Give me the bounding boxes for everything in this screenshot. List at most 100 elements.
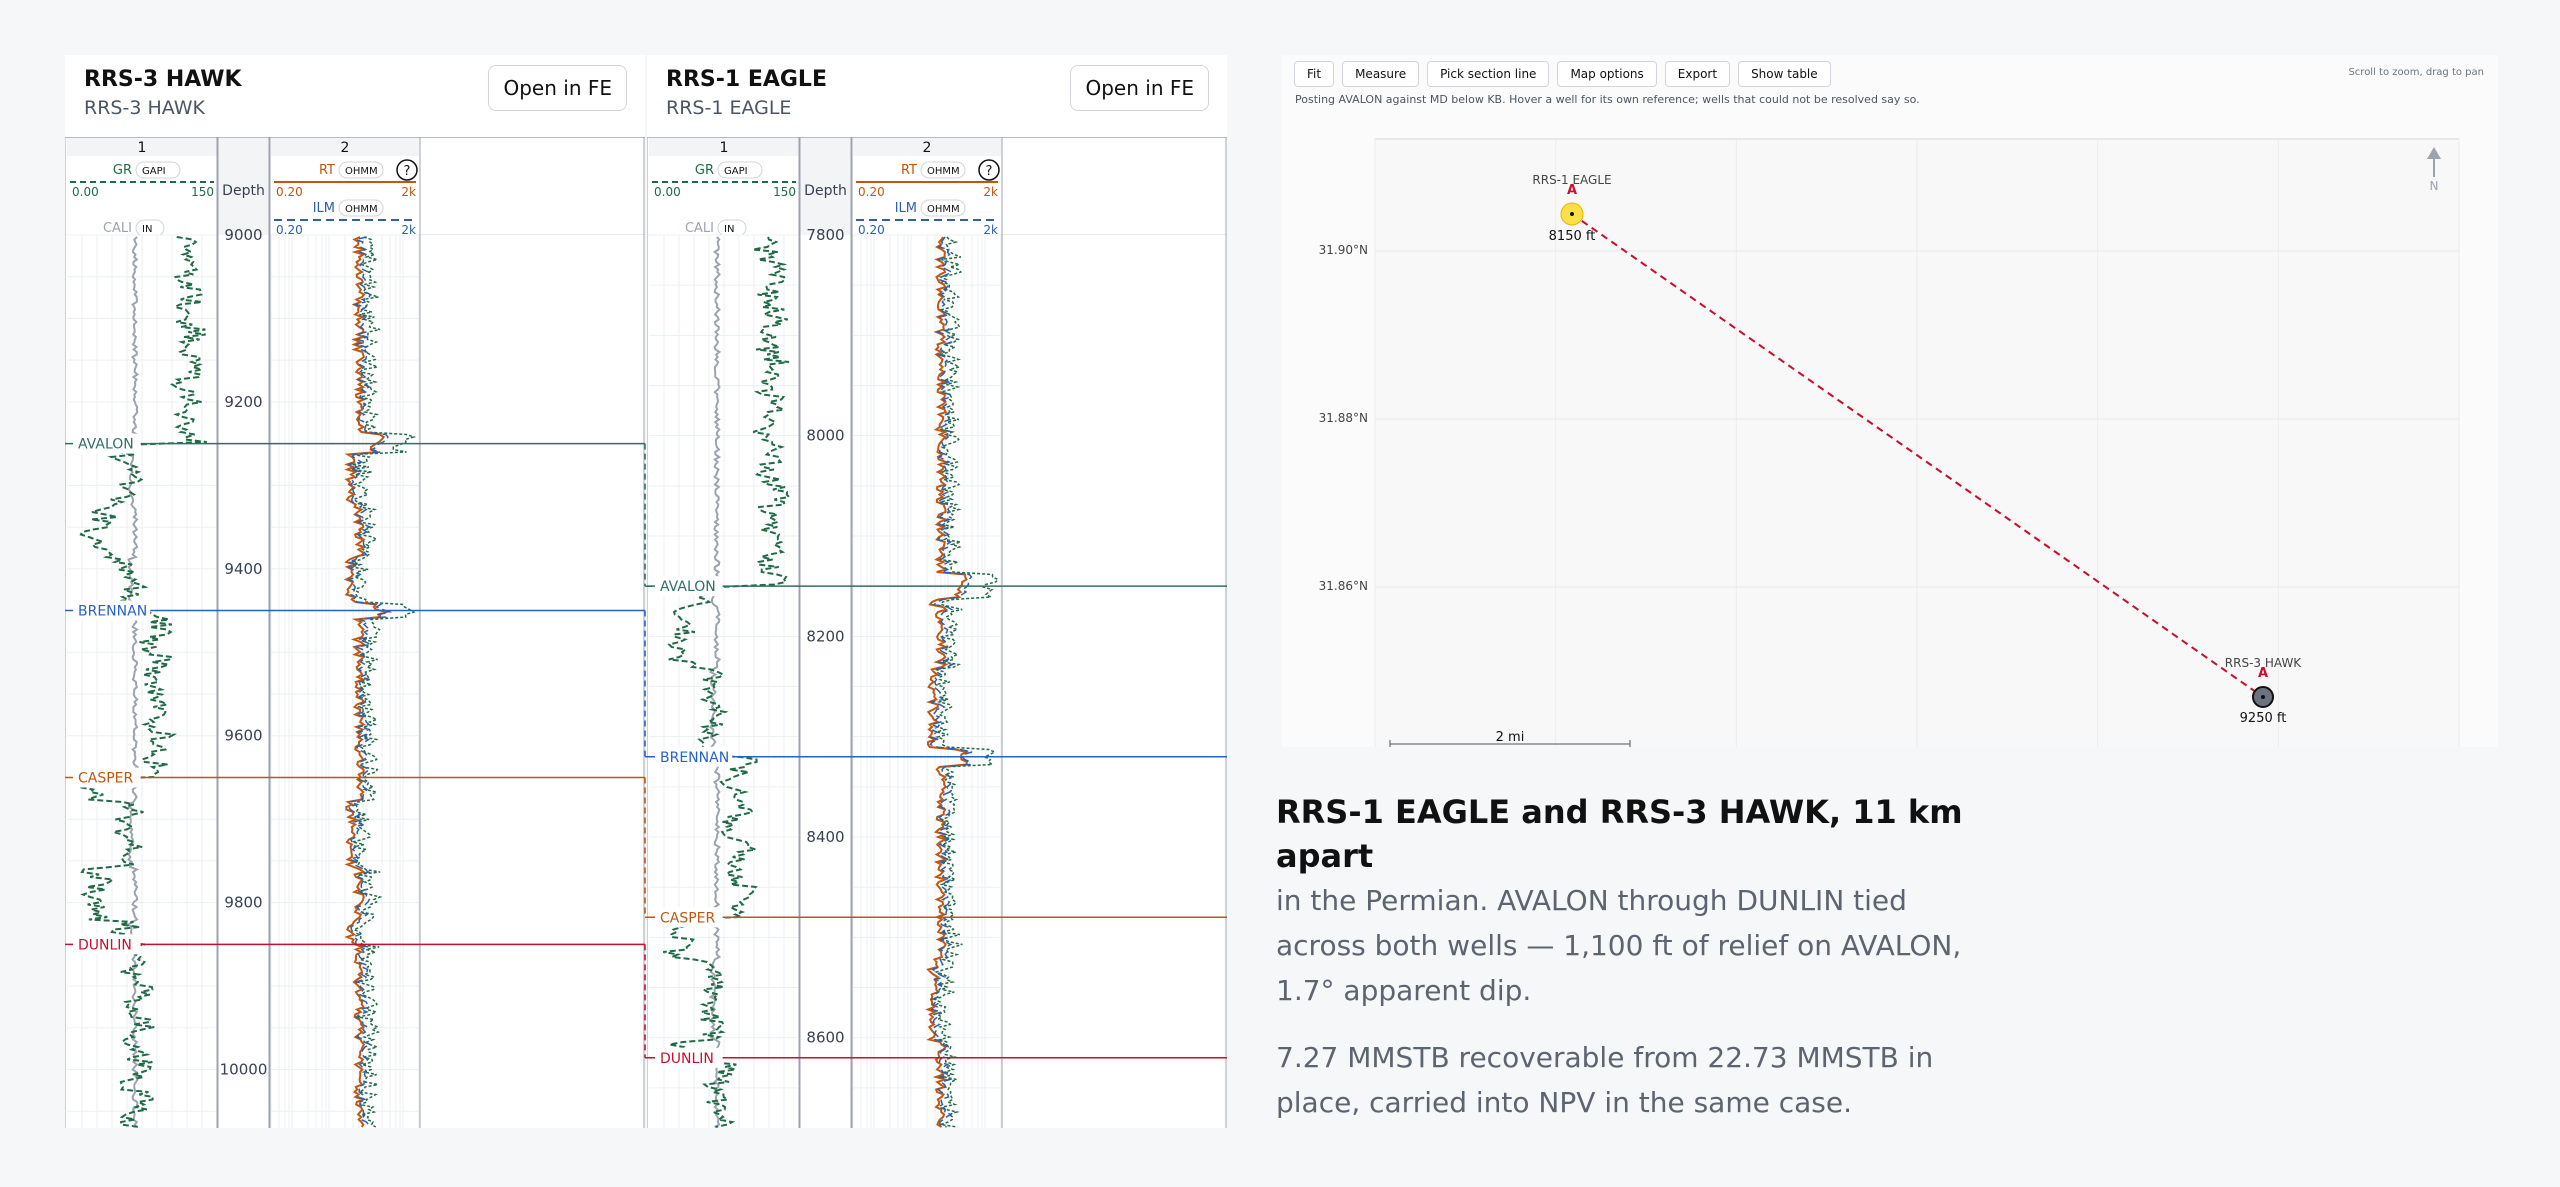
log-tracks: 12DepthGRGAPI0.00150CALIIN6.0016.0RTOHMM… <box>647 137 1227 1128</box>
open-in-fe-button[interactable]: Open in FE <box>488 65 627 111</box>
track-grid <box>649 234 1002 1128</box>
rt-curve <box>343 236 391 1128</box>
well-title: RRS-1 EAGLE <box>666 67 827 92</box>
track-number-bg <box>853 138 1001 156</box>
curve-unit: IN <box>142 224 152 235</box>
well-name-label: RRS-1 EAGLE <box>1532 173 1611 187</box>
unit-badge <box>920 161 966 179</box>
ilm-curve <box>929 236 973 1128</box>
scale-max: 2k <box>983 185 998 199</box>
track-number: 1 <box>138 140 147 156</box>
summary-headline: RRS-1 EAGLE and RRS-3 HAWK, 11 km apart <box>1276 793 1963 875</box>
well-panel-eagle: RRS-1 EAGLE RRS-1 EAGLE Open in FE 1 2 Dep… <box>647 55 1227 1128</box>
map-options-button[interactable]: Map options <box>1557 61 1657 87</box>
msfl-curve <box>932 236 1000 1128</box>
scale-max: 2k <box>983 223 998 237</box>
depth-header-label: Depth <box>804 183 847 199</box>
map-hint: Scroll to zoom, drag to pan <box>2348 67 2484 78</box>
fit-button[interactable]: Fit <box>1294 61 1335 87</box>
open-in-fe-button[interactable]: Open in FE <box>1070 65 1209 111</box>
formation-label-bg <box>655 907 723 928</box>
curve-name: RT <box>901 163 917 178</box>
depth-header-bg <box>218 138 269 235</box>
gr-curve <box>78 236 207 1128</box>
measure-button[interactable]: Measure <box>1342 61 1420 87</box>
help-icon-glyph: ? <box>404 164 411 179</box>
scale-bar <box>1389 740 1631 747</box>
curve-name: CALI <box>685 221 714 236</box>
map-panel: Fit Measure Pick section line Map option… <box>1282 55 2498 747</box>
help-icon-glyph: ? <box>986 164 993 179</box>
log-tracks-svg[interactable]: 12DepthGRGAPI0.00150CALIIN6.0016.0RTOHMM… <box>647 137 1227 1128</box>
summary-body: in the Permian. AVALON through DUNLIN ti… <box>1276 884 1962 1007</box>
ilm-curve <box>346 236 393 1128</box>
north-arrow-icon <box>2427 147 2441 177</box>
formation-label: AVALON <box>660 579 716 595</box>
well-subtitle: RRS-3 HAWK <box>84 97 205 119</box>
gr-curve <box>657 236 791 1128</box>
map-canvas[interactable]: 31.90°N 31.88°N 31.86°N N RRS-1 EAGLE A … <box>1282 55 2498 747</box>
scale-max: 150 <box>773 185 796 199</box>
map-toolbar: Fit Measure Pick section line Map option… <box>1294 61 1831 87</box>
curve-unit: OHMM <box>927 204 960 215</box>
scale-min: 0.20 <box>858 223 885 237</box>
log-tracks-svg[interactable]: 12DepthGRGAPI0.00150CALIIN6.0016.0RTOHMM… <box>65 137 645 1128</box>
depth-tick: 9600 <box>224 727 262 745</box>
curve-unit: OHMM <box>927 166 960 177</box>
depth-tick: 7800 <box>806 226 844 244</box>
log-tracks: 12DepthGRGAPI0.00150CALIIN6.0016.0RTOHMM… <box>65 137 645 1128</box>
section-marker: A <box>2258 666 2268 681</box>
pick-section-line-button[interactable]: Pick section line <box>1427 61 1550 87</box>
well-panel-hawk: RRS-3 HAWK RRS-3 HAWK Open in FE 1 2 Depth… <box>65 55 645 1128</box>
depth-tick: 9000 <box>224 226 262 244</box>
curve-name: GR <box>695 163 714 178</box>
curve-name: RT <box>319 163 335 178</box>
track-number: 1 <box>720 140 729 156</box>
track-number-bg <box>67 138 217 156</box>
scale-min: 0.00 <box>654 185 681 199</box>
formation-label-bg <box>655 1047 723 1068</box>
formation-label: AVALON <box>78 437 134 453</box>
depth-header-bg <box>800 138 851 235</box>
formation-label-bg <box>73 767 141 788</box>
summary: RRS-1 EAGLE and RRS-3 HAWK, 11 km apart … <box>1276 790 1976 1125</box>
plot-area <box>647 235 1227 1128</box>
formation-label-bg <box>73 433 141 454</box>
curve-name: ILM <box>895 201 917 216</box>
scale-min: 0.20 <box>276 223 303 237</box>
curve-name: CALI <box>103 221 132 236</box>
formation-label-bg <box>655 746 733 767</box>
export-button[interactable]: Export <box>1664 61 1731 87</box>
scale-min: 0.20 <box>276 185 303 199</box>
formation-label-bg <box>73 934 141 955</box>
formation-label-bg <box>655 576 723 597</box>
curve-unit: GAPI <box>142 166 166 177</box>
well-subtitle: RRS-1 EAGLE <box>666 97 792 119</box>
scale-max: 150 <box>191 185 214 199</box>
north-label: N <box>2430 179 2439 193</box>
map-grid <box>1374 139 2460 747</box>
scale-max: 2k <box>401 223 416 237</box>
rt-curve <box>925 236 970 1128</box>
well-name-label: RRS-3 HAWK <box>2225 656 2303 670</box>
depth-tick: 8200 <box>806 627 844 645</box>
formation-label: CASPER <box>660 910 716 926</box>
unit-badge <box>338 161 384 179</box>
unit-badge <box>135 161 181 179</box>
scale-max: 2k <box>401 185 416 199</box>
section-line[interactable] <box>1571 213 2264 698</box>
formation-label: DUNLIN <box>78 937 132 953</box>
show-table-button[interactable]: Show table <box>1738 61 1831 87</box>
scale-min: 0.00 <box>72 185 99 199</box>
map-note: Posting AVALON against MD below KB. Hove… <box>1295 93 1920 106</box>
help-icon <box>978 159 1000 181</box>
curve-unit: OHMM <box>345 166 378 177</box>
lat-label: 31.88°N <box>1319 411 1368 425</box>
track-number: 2 <box>341 140 350 156</box>
curve-unit: OHMM <box>345 204 378 215</box>
curve-unit: IN <box>724 224 734 235</box>
lat-label: 31.86°N <box>1319 579 1368 593</box>
depth-tick: 9800 <box>224 894 262 912</box>
well-header: RRS-1 EAGLE RRS-1 EAGLE Open in FE <box>647 55 1227 137</box>
formation-label-bg <box>73 600 151 621</box>
